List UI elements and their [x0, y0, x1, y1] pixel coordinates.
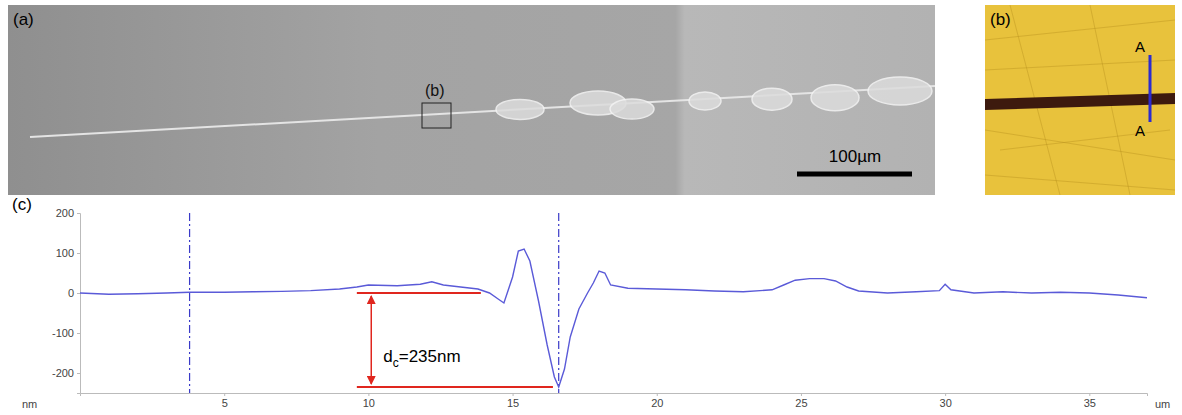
- sem-image: [8, 5, 935, 195]
- tick: 20: [651, 393, 663, 409]
- axis-line: [81, 394, 1148, 397]
- inset-box: [422, 103, 451, 128]
- section-line: [1149, 55, 1152, 122]
- tick-label: 25: [795, 397, 807, 409]
- panel-c: 5 10 15 20 25 30 35 -200 -100 0 100 200 um nm (c) dc=23…: [12, 195, 1170, 410]
- tick: 200: [56, 207, 80, 219]
- tick-mark: [657, 393, 658, 396]
- tick-mark: [77, 373, 80, 374]
- x-axis: 5 10 15 20 25 30 35: [81, 393, 1148, 409]
- tick: 30: [940, 393, 952, 409]
- texture: [985, 130, 1175, 160]
- debris: [689, 92, 721, 110]
- scale-bar: [797, 172, 912, 177]
- tick-mark: [77, 213, 80, 214]
- panel-b: A A (b): [985, 5, 1175, 195]
- tick-label: 30: [940, 397, 952, 409]
- debris: [610, 99, 654, 119]
- tick-label: 100: [56, 247, 74, 259]
- debris: [811, 85, 859, 111]
- tick: 25: [795, 393, 807, 409]
- panel-label: (b): [990, 10, 1011, 29]
- tick-label: 20: [651, 397, 663, 409]
- texture: [985, 20, 1175, 40]
- tick-label: 200: [56, 207, 74, 219]
- texture: [985, 175, 1175, 190]
- tick: 15: [507, 393, 519, 409]
- annotation: dc=235nm: [357, 293, 553, 387]
- plot-area: [80, 213, 1147, 393]
- label-part: =235nm: [399, 347, 461, 366]
- tick-label: -100: [52, 327, 74, 339]
- reference-line: [189, 213, 190, 393]
- tick: 35: [1084, 393, 1096, 409]
- tick: -200: [52, 367, 80, 379]
- annotation-label: dc=235nm: [383, 347, 460, 370]
- tick-mark: [801, 393, 802, 396]
- tick-label: 35: [1084, 397, 1096, 409]
- scale-bar-label: 100µm: [829, 147, 881, 166]
- reference-level: [357, 386, 553, 388]
- tick-label: 5: [222, 397, 228, 409]
- panel-label: (c): [12, 195, 32, 214]
- tick-mark: [945, 393, 946, 396]
- label-part: d: [383, 347, 392, 366]
- tick-label: 15: [507, 397, 519, 409]
- tick-mark: [368, 393, 369, 396]
- optical-image: [985, 5, 1175, 195]
- tick-label: 0: [68, 287, 74, 299]
- section-label: A: [1135, 38, 1145, 55]
- panel-label: (a): [13, 10, 34, 29]
- tick-mark: [224, 393, 225, 396]
- tick: 0: [68, 287, 80, 299]
- inset-label: (b): [425, 82, 445, 99]
- tick: -100: [52, 327, 80, 339]
- panel-a: (b) 100µm (a): [8, 5, 935, 195]
- tick-mark: [77, 253, 80, 254]
- tick: 5: [222, 393, 228, 409]
- tick-label: -200: [52, 367, 74, 379]
- tick-label: 10: [363, 397, 375, 409]
- texture: [985, 60, 1175, 70]
- tick-mark: [513, 393, 514, 396]
- axis-line: [77, 214, 81, 394]
- debris: [496, 99, 544, 119]
- tick-mark: [77, 293, 80, 294]
- tick-mark: [1089, 393, 1090, 396]
- axis-title: nm: [22, 398, 37, 410]
- dimension-arrow: [371, 296, 373, 384]
- axis-title: um: [1155, 398, 1170, 410]
- tick: 10: [363, 393, 375, 409]
- tick: 100: [56, 247, 80, 259]
- tick-mark: [77, 333, 80, 334]
- scratch-line: [30, 86, 935, 137]
- y-axis: -200 -100 0 100 200: [52, 207, 81, 393]
- debris: [868, 77, 932, 105]
- debris: [752, 88, 792, 110]
- scratch-band: [985, 93, 1175, 110]
- reference-level: [357, 292, 481, 294]
- section-label: A: [1135, 122, 1145, 139]
- profile-line: [80, 249, 1147, 387]
- reference-line: [558, 213, 559, 393]
